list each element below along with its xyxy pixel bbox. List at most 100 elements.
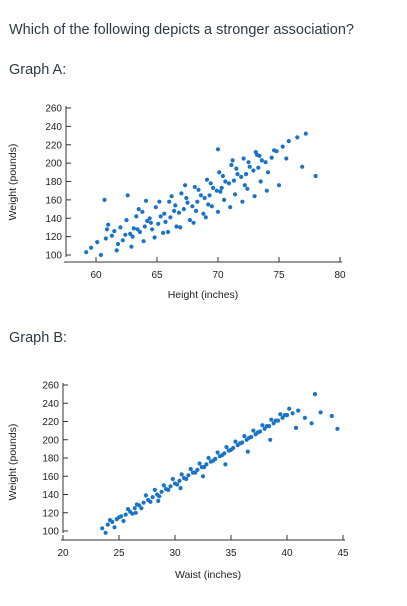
- chart-a-data-point: [167, 199, 172, 204]
- chart-a-x-tick-label: 75: [273, 270, 285, 281]
- chart-b-x-tick-label: 35: [225, 548, 237, 559]
- chart-a-data-point: [263, 160, 268, 165]
- chart-b-data-point: [224, 445, 229, 450]
- chart-a-data-point: [185, 200, 190, 205]
- chart-a-data-point: [220, 173, 225, 179]
- chart-a-data-point: [145, 218, 150, 224]
- chart-a-y-tick-label: 100: [45, 251, 62, 262]
- chart-a-data-point: [104, 227, 110, 232]
- chart-b-y-tick-label: 140: [42, 490, 59, 501]
- chart-a-data-point: [192, 184, 197, 190]
- chart-b-data-point: [168, 484, 173, 489]
- scatter-plot-a: 100 120 140 160 180 200 220 240 260 60 65 70 75 80 Hei…: [7, 104, 346, 302]
- chart-a-data-point: [313, 173, 318, 179]
- chart-b-data-point: [103, 530, 108, 535]
- chart-b-data-point: [177, 478, 182, 483]
- chart-a-data-point: [235, 172, 240, 177]
- chart-a-data-point: [165, 229, 171, 235]
- chart-b-y-tick-label: 220: [42, 417, 59, 428]
- chart-a-data-point: [176, 210, 182, 215]
- chart-a-data-point: [162, 211, 167, 216]
- chart-a-data-point: [136, 207, 141, 212]
- chart-a-data-point: [209, 204, 214, 209]
- chart-b-data-point: [152, 487, 157, 492]
- chart-b-data-point: [107, 518, 113, 523]
- chart-b-data-point: [242, 434, 247, 439]
- chart-a-data-point: [204, 177, 210, 182]
- chart-b-data-point: [255, 430, 260, 435]
- chart-b-data-point: [202, 465, 207, 470]
- chart-a-data-point: [230, 158, 235, 163]
- chart-a-data-point: [240, 199, 245, 204]
- chart-b-data-point: [282, 413, 287, 418]
- chart-a-data-point: [152, 235, 157, 240]
- chart-a-data-point: [280, 144, 285, 149]
- chart-a-data-point: [168, 215, 173, 220]
- chart-a-data-point: [254, 152, 260, 157]
- graph-a-label: Graph A:: [9, 62, 67, 78]
- chart-b-y-tick-label: 240: [42, 399, 59, 410]
- chart-a-data-point: [158, 214, 163, 219]
- chart-a-data-point: [256, 165, 261, 170]
- chart-a-data-point: [172, 208, 177, 213]
- chart-b-data-point: [335, 426, 340, 431]
- chart-a-data-point: [103, 236, 108, 241]
- chart-b-y-tick-label: 200: [42, 435, 59, 446]
- chart-b-data-point: [233, 439, 238, 444]
- chart-a-data-point: [134, 214, 139, 219]
- chart-b-data-point: [200, 474, 206, 479]
- chart-b-data-point: [133, 510, 138, 515]
- chart-b-data-point: [296, 408, 301, 413]
- chart-a-data-point: [130, 234, 135, 239]
- chart-a-data-point: [195, 199, 200, 204]
- chart-a-data-point: [231, 178, 236, 183]
- chart-a-data-point: [95, 240, 100, 245]
- chart-a-data-point: [219, 185, 224, 190]
- chart-a-data-point: [217, 170, 222, 175]
- chart-a-data-point: [259, 158, 264, 163]
- chart-a-data-point: [258, 179, 263, 184]
- chart-a-data-point: [226, 181, 232, 186]
- chart-a-data-point: [174, 224, 179, 229]
- chart-a-data-point: [193, 208, 199, 213]
- chart-a-data-point: [169, 194, 174, 199]
- chart-a-data-point: [201, 211, 206, 216]
- chart-a-data-point: [84, 250, 89, 255]
- chart-b-y-tick-label: 260: [42, 381, 59, 392]
- chart-a-data-point: [286, 139, 291, 144]
- chart-a-data-point: [129, 244, 134, 249]
- chart-a-data-point: [124, 218, 129, 223]
- chart-a-data-point: [252, 194, 257, 199]
- graph-b-label: Graph B:: [9, 330, 68, 346]
- chart-a-data-point: [229, 162, 234, 168]
- chart-b-data-point: [223, 462, 228, 467]
- chart-b-data-point: [143, 493, 148, 498]
- chart-a-data-point: [128, 231, 133, 236]
- chart-a-y-tick-label: 120: [45, 232, 62, 243]
- chart-a-data-point: [207, 193, 212, 198]
- chart-a-data-point: [202, 195, 207, 201]
- chart-a-data-point: [173, 203, 178, 208]
- chart-a-data-point: [190, 204, 195, 209]
- chart-a-data-point: [245, 186, 250, 191]
- chart-b-data-point: [156, 498, 161, 503]
- chart-a-data-point: [112, 229, 117, 234]
- chart-a-data-point: [265, 170, 271, 175]
- chart-b-data-point: [134, 502, 139, 507]
- chart-b-data-point: [269, 417, 274, 422]
- chart-a-data-point: [157, 199, 162, 204]
- chart-a-data-point: [215, 147, 221, 152]
- chart-a-data-point: [272, 148, 277, 153]
- chart-a-data-point: [228, 205, 233, 210]
- chart-b-x-tick-label: 25: [113, 548, 125, 559]
- chart-b-data-point: [211, 458, 216, 463]
- chart-b-y-tick-label: 160: [42, 472, 59, 483]
- chart-a-data-point: [147, 216, 152, 221]
- chart-b-data-point: [215, 450, 220, 455]
- chart-b-y-tick-label: 100: [42, 527, 59, 538]
- chart-a-data-point: [211, 185, 216, 190]
- chart-b-data-point: [290, 411, 295, 416]
- chart-a-data-point: [131, 226, 136, 231]
- chart-b-y-tick-label: 120: [42, 508, 59, 519]
- chart-b-x-tick-label: 45: [337, 548, 349, 559]
